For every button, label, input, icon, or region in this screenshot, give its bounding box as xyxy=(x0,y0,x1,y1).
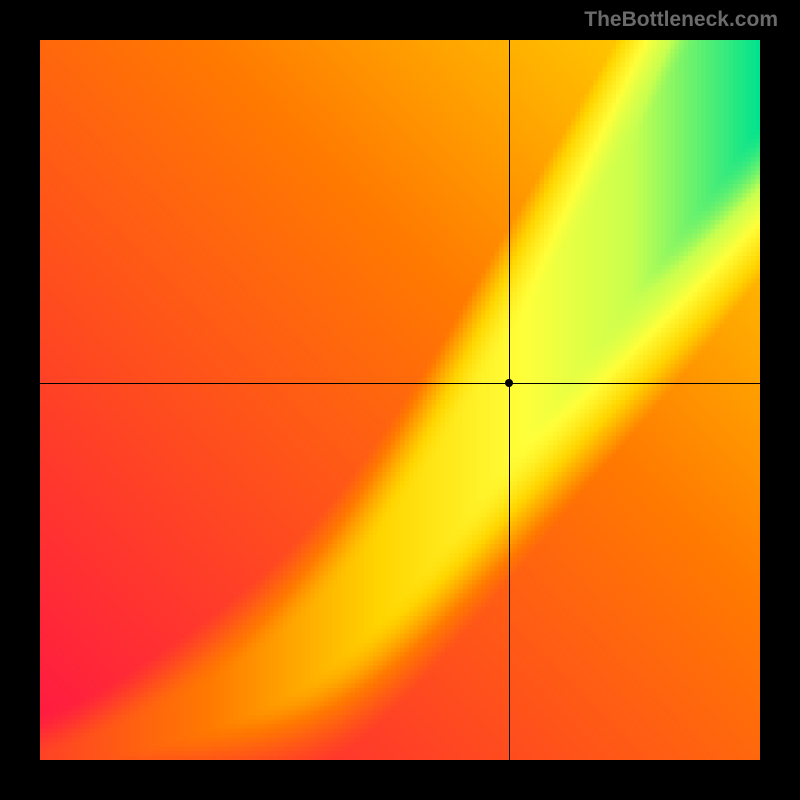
crosshair-marker-dot xyxy=(505,379,513,387)
heatmap-plot xyxy=(40,40,760,760)
watermark-text: TheBottleneck.com xyxy=(584,8,778,32)
chart-container: TheBottleneck.com xyxy=(0,0,800,800)
crosshair-horizontal xyxy=(40,383,760,384)
crosshair-vertical xyxy=(509,40,510,760)
heatmap-canvas xyxy=(40,40,760,760)
